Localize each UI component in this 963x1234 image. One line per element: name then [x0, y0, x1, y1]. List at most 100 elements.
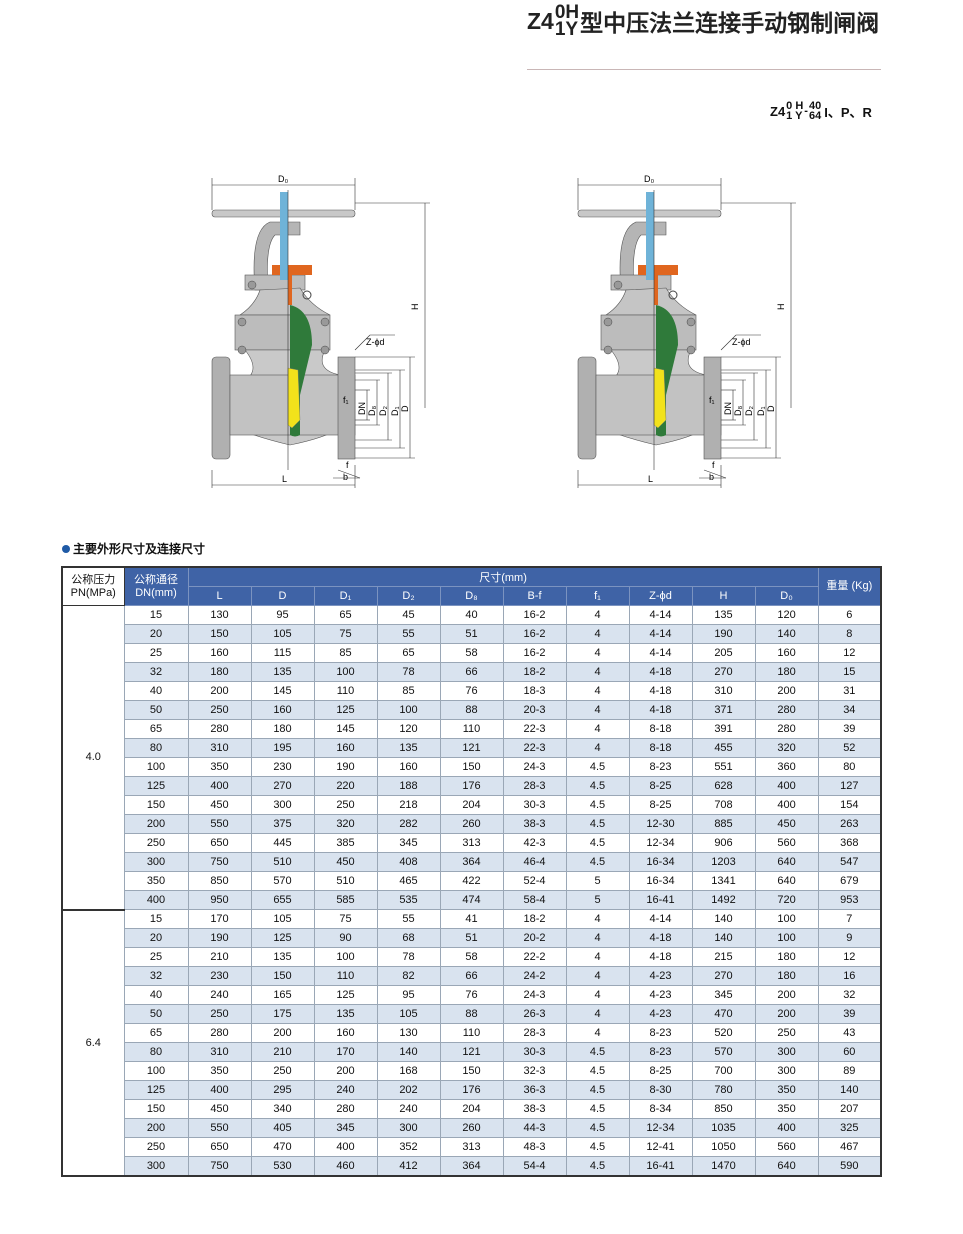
table-cell: 953 — [817, 890, 882, 910]
column-header: D₁ — [313, 586, 378, 606]
header-dn: 公称通径 DN(mm) — [123, 566, 189, 606]
table-cell: 8-23 — [628, 757, 693, 777]
table-cell: 76 — [439, 985, 504, 1005]
table-cell: 4.5 — [565, 1061, 630, 1081]
table-cell: 4.5 — [565, 1137, 630, 1157]
table-cell: 655 — [250, 890, 315, 910]
table-cell: 16-41 — [628, 890, 693, 910]
table-cell: 385 — [313, 833, 378, 853]
header-pn: 公称压力 PN(MPa) — [61, 566, 125, 606]
table-cell: 46-4 — [502, 852, 567, 872]
table-cell: 100 — [754, 928, 819, 948]
table-cell: 24-2 — [502, 966, 567, 986]
table-cell: 135 — [691, 605, 756, 625]
label-d0: D₀ — [644, 174, 654, 184]
table-cell: 400 — [313, 1137, 378, 1157]
table-cell: 145 — [250, 681, 315, 701]
table-cell: 42-3 — [502, 833, 567, 853]
table-cell: 1203 — [691, 852, 756, 872]
table-cell: 520 — [691, 1023, 756, 1043]
table-row: 100 350 250 200 168 150 32-3 4.5 8-25 700 300 89 — [62, 1061, 882, 1081]
table-cell: 350 — [754, 1099, 819, 1119]
table-cell: 4 — [565, 662, 630, 682]
table-cell: 750 — [187, 852, 252, 872]
table-row: 40 240 165 125 95 76 24-3 4 4-23 345 200 32 — [62, 985, 882, 1005]
table-cell: 5 — [565, 871, 630, 891]
table-cell: 215 — [691, 947, 756, 967]
column-header: f₁ — [565, 586, 630, 606]
table-row: 80 310 195 160 135 121 22-3 4 8-18 455 320 52 — [62, 738, 882, 758]
table-cell: 140 — [691, 909, 756, 929]
table-cell: 32 — [123, 662, 189, 682]
table-cell: 4 — [565, 947, 630, 967]
table-cell: 4.5 — [565, 776, 630, 796]
table-cell: 12-34 — [628, 1118, 693, 1138]
table-cell: 560 — [754, 1137, 819, 1157]
table-cell: 55 — [376, 624, 441, 644]
table-cell: 52 — [817, 738, 882, 758]
table-cell: 135 — [250, 947, 315, 967]
title-text: 型中压法兰连接手动钢制闸阀 — [580, 10, 880, 36]
table-cell: 150 — [439, 1061, 504, 1081]
table-cell: 145 — [313, 719, 378, 739]
table-cell: 165 — [250, 985, 315, 1005]
table-row: 300 750 510 450 408 364 46-4 4.5 16-34 1203 640 547 — [62, 852, 882, 872]
table-cell: 368 — [817, 833, 882, 853]
table-row: 65 280 200 160 130 110 28-3 4 8-23 520 250 43 — [62, 1023, 882, 1043]
table-cell: 15 — [817, 662, 882, 682]
table-cell: 364 — [439, 1156, 504, 1177]
table-cell: 325 — [817, 1118, 882, 1138]
table-cell: 300 — [754, 1061, 819, 1081]
table-cell: 4.5 — [565, 1042, 630, 1062]
table-row: 80 310 210 170 140 121 30-3 4.5 8-23 570 300 60 — [62, 1042, 882, 1062]
table-cell: 100 — [376, 700, 441, 720]
table-row: 250 650 445 385 345 313 42-3 4.5 12-34 906 560 368 — [62, 833, 882, 853]
table-cell: 121 — [439, 738, 504, 758]
table-cell: 220 — [313, 776, 378, 796]
table-cell: 263 — [817, 814, 882, 834]
table-cell: 371 — [691, 700, 756, 720]
table-cell: 551 — [691, 757, 756, 777]
table-cell: 110 — [313, 966, 378, 986]
table-cell: 150 — [123, 1099, 189, 1119]
table-cell: 4.5 — [565, 833, 630, 853]
table-cell: 4 — [565, 966, 630, 986]
table-cell: 5 — [565, 890, 630, 910]
dimension-lines — [577, 178, 796, 488]
table-cell: 345 — [376, 833, 441, 853]
table-cell: 510 — [250, 852, 315, 872]
title-sup: 0H — [554, 2, 580, 23]
table-cell: 8-25 — [628, 1061, 693, 1081]
table-row: 50 250 160 125 100 88 20-3 4 4-18 371 280 34 — [62, 700, 882, 720]
model-pn-top: 40 — [808, 100, 822, 112]
table-cell: 32 — [123, 966, 189, 986]
table-cell: 135 — [250, 662, 315, 682]
table-cell: 200 — [313, 1061, 378, 1081]
table-cell: 450 — [187, 795, 252, 815]
label-h: H — [776, 304, 786, 311]
table-cell: 640 — [754, 852, 819, 872]
table-cell: 22-3 — [502, 719, 567, 739]
table-cell: 100 — [123, 757, 189, 777]
table-cell: 65 — [123, 1023, 189, 1043]
model-type-stack: 0 H 1 Y — [786, 101, 803, 122]
table-cell: 8 — [817, 624, 882, 644]
table-cell: 270 — [691, 966, 756, 986]
table-cell: 202 — [376, 1080, 441, 1100]
table-cell: 4 — [565, 605, 630, 625]
table-cell: 375 — [250, 814, 315, 834]
table-cell: 82 — [376, 966, 441, 986]
table-cell: 76 — [439, 681, 504, 701]
table-cell: 4-14 — [628, 605, 693, 625]
label-d8: D₈ — [733, 406, 743, 416]
model-prefix: Z4 — [770, 103, 786, 119]
table-cell: 547 — [817, 852, 882, 872]
model-suffix: I、P、R — [824, 104, 872, 120]
table-row: 125 400 295 240 202 176 36-3 4.5 8-30 780 350 140 — [62, 1080, 882, 1100]
table-cell: 590 — [817, 1156, 882, 1177]
table-cell: 154 — [817, 795, 882, 815]
pn-value: 4.0 — [61, 605, 125, 911]
table-cell: 310 — [691, 681, 756, 701]
column-header: D₀ — [754, 586, 819, 606]
table-cell: 467 — [817, 1137, 882, 1157]
